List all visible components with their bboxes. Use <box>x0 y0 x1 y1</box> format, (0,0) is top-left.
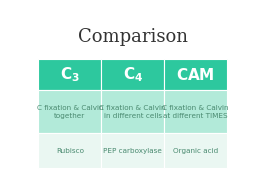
Text: $\mathbf{C_3}$: $\mathbf{C_3}$ <box>60 65 80 84</box>
Bar <box>101 90 164 133</box>
Text: $\mathbf{C_4}$: $\mathbf{C_4}$ <box>123 65 143 84</box>
Bar <box>164 133 227 168</box>
Text: C fixation & Calvin
together: C fixation & Calvin together <box>37 105 103 119</box>
Bar <box>101 133 164 168</box>
Bar <box>38 90 101 133</box>
Bar <box>164 59 227 90</box>
Text: C fixation & Calvin
at different TIMES: C fixation & Calvin at different TIMES <box>162 105 229 119</box>
Bar <box>101 59 164 90</box>
Text: C fixation & Calvin
in different cells: C fixation & Calvin in different cells <box>99 105 166 119</box>
Text: $\mathbf{CAM}$: $\mathbf{CAM}$ <box>176 67 215 83</box>
Text: PEP carboxylase: PEP carboxylase <box>103 148 162 154</box>
Text: Comparison: Comparison <box>78 28 188 46</box>
Bar <box>164 90 227 133</box>
Text: Rubisco: Rubisco <box>56 148 84 154</box>
Text: Organic acid: Organic acid <box>173 148 218 154</box>
Bar <box>38 133 101 168</box>
Bar <box>38 59 101 90</box>
